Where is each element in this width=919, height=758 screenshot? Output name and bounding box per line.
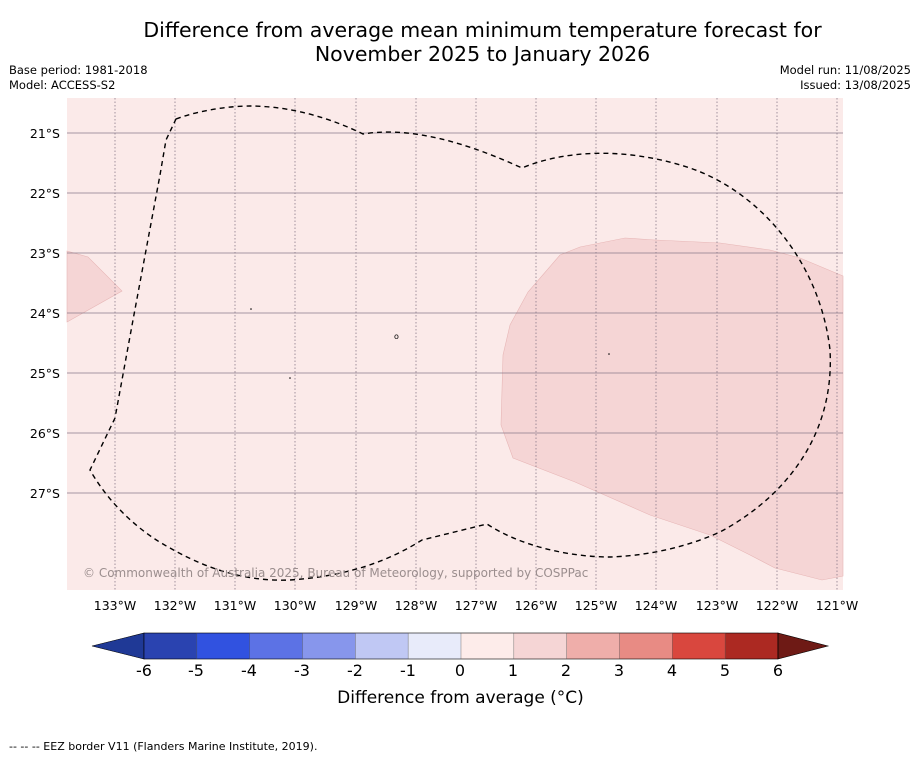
colorbar-tick: -2 [347, 661, 363, 680]
title-line-2: November 2025 to January 2026 [314, 42, 651, 66]
lat-tick: 21°S [30, 126, 60, 141]
lat-tick: 22°S [30, 186, 60, 201]
colorbar-tick: 2 [561, 661, 571, 680]
colorbar-segment [566, 633, 620, 659]
lat-tick: 27°S [30, 486, 60, 501]
lon-tick: 122°W [756, 598, 798, 613]
eez-border [89, 105, 831, 581]
meta-left: Base period: 1981-2018 Model: ACCESS-S2 [9, 63, 148, 93]
lon-tick-labels: 133°W 132°W 131°W 130°W 129°W 128°W 127°… [94, 598, 858, 613]
lon-tick: 128°W [395, 598, 437, 613]
eez-legend-footer: -- -- -- EEZ border V11 (Flanders Marine… [9, 740, 318, 753]
colorbar-tick: 3 [614, 661, 624, 680]
lat-tick: 26°S [30, 426, 60, 441]
lat-tick: 23°S [30, 246, 60, 261]
colorbar-tick: 5 [720, 661, 730, 680]
colorbar-tick: -1 [400, 661, 416, 680]
colorbar-tick: 0 [455, 661, 465, 680]
lon-tick: 121°W [816, 598, 858, 613]
title-line-1: Difference from average mean minimum tem… [143, 18, 822, 42]
colorbar-tick: -6 [136, 661, 152, 680]
colorbar-tick-labels: -6 -5 -4 -3 -2 -1 0 1 2 3 4 5 6 [136, 661, 783, 680]
lon-tick: 124°W [635, 598, 677, 613]
colorbar-tick: 6 [773, 661, 783, 680]
lon-tick: 123°W [696, 598, 738, 613]
lon-tick: 126°W [515, 598, 557, 613]
colorbar-label: Difference from average (°C) [337, 688, 584, 708]
colorbar-extend-low [91, 632, 145, 660]
colorbar-segment [302, 633, 356, 659]
chart-title: Difference from average mean minimum tem… [0, 18, 919, 66]
lat-tick: 24°S [30, 306, 60, 321]
lon-tick: 127°W [455, 598, 497, 613]
colorbar-segment [672, 633, 726, 659]
colorbar-segment [355, 633, 409, 659]
lat-tick: 25°S [30, 366, 60, 381]
island-2 [289, 377, 291, 379]
lat-tick-labels: 21°S 22°S 23°S 24°S 25°S 26°S 27°S [30, 126, 60, 501]
island-1 [250, 308, 252, 310]
colorbar-segment [460, 633, 515, 659]
lon-tick: 129°W [335, 598, 377, 613]
model-run: Model run: 11/08/2025 [779, 63, 911, 77]
meta-right: Model run: 11/08/2025 Issued: 13/08/2025 [780, 63, 911, 93]
gridlines [67, 98, 843, 590]
anomaly-region-west [66, 250, 123, 323]
colorbar-segment [196, 633, 251, 659]
colorbar-segment [619, 633, 673, 659]
colorbar-tick: -4 [241, 661, 257, 680]
issued-date: Issued: 13/08/2025 [800, 78, 911, 92]
colorbar-segment [513, 633, 568, 659]
colorbar-segment [144, 633, 198, 659]
copyright-text: © Commonwealth of Australia 2025, Bureau… [83, 566, 588, 580]
lon-tick: 133°W [94, 598, 136, 613]
lon-tick: 125°W [575, 598, 617, 613]
island-label: o [394, 332, 399, 341]
colorbar-tick: -3 [294, 661, 310, 680]
colorbar-segment [408, 633, 462, 659]
colorbar [91, 632, 830, 660]
model-name: Model: ACCESS-S2 [9, 78, 116, 92]
colorbar-extend-high [777, 632, 830, 660]
lon-tick: 130°W [274, 598, 316, 613]
colorbar-segment [725, 633, 779, 659]
colorbar-segment [249, 633, 303, 659]
base-period: Base period: 1981-2018 [9, 63, 148, 77]
island-3 [608, 353, 610, 355]
colorbar-tick: 4 [667, 661, 677, 680]
colorbar-tick: 1 [508, 661, 518, 680]
colorbar-tick: -5 [188, 661, 204, 680]
lon-tick: 132°W [154, 598, 196, 613]
lon-tick: 131°W [214, 598, 256, 613]
anomaly-region-east [500, 237, 844, 581]
